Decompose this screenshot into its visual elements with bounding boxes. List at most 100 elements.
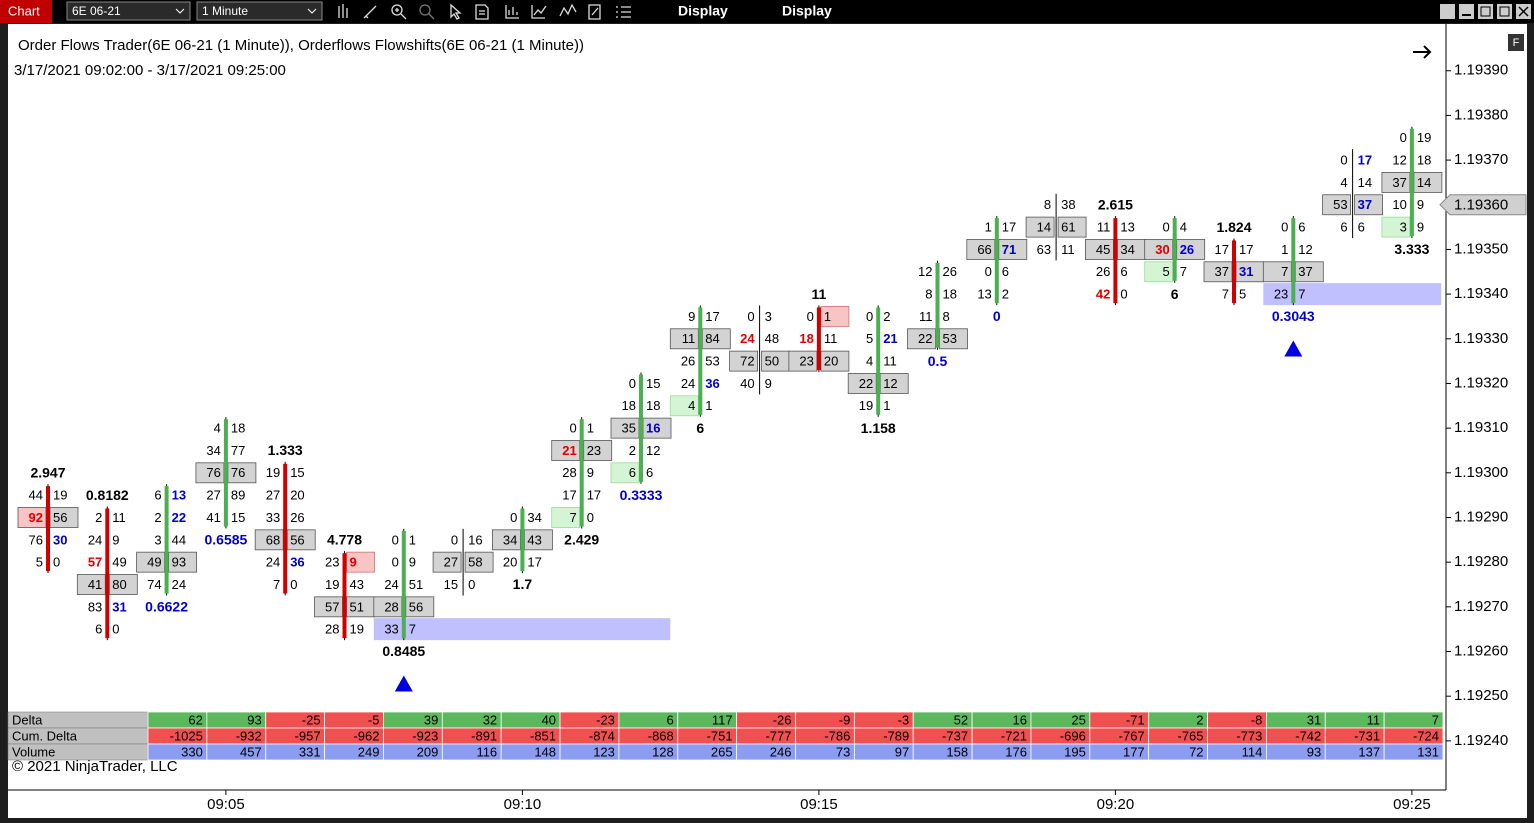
bid-volume: 76 [206, 465, 220, 480]
table-value: 52 [954, 712, 968, 727]
interval-select[interactable] [196, 1, 323, 21]
table-value: 330 [181, 744, 203, 759]
ask-volume: 0 [1120, 287, 1127, 302]
ask-volume: 7 [409, 622, 416, 637]
table-cell [1383, 743, 1444, 761]
candle [1172, 218, 1177, 281]
ask-volume: 1 [883, 398, 890, 413]
ask-volume: 18 [943, 287, 957, 302]
bid-volume: 22 [918, 331, 932, 346]
bid-volume: 4 [214, 421, 221, 436]
ask-volume: 14 [1358, 175, 1372, 190]
ask-volume: 16 [468, 532, 482, 547]
bid-volume: 92 [29, 510, 43, 525]
table-value: 40 [542, 712, 556, 727]
table-value: 32 [483, 712, 497, 727]
y-tick-label: 1.19330 [1454, 330, 1508, 347]
strategy-icon[interactable] [531, 5, 547, 19]
maximize-button[interactable] [1478, 4, 1493, 19]
ask-volume: 36 [290, 555, 304, 570]
bid-volume: 76 [29, 532, 43, 547]
y-tick-label: 1.19390 [1454, 62, 1508, 79]
ask-volume: 15 [646, 376, 660, 391]
ask-cell [464, 551, 494, 573]
draw-icon[interactable] [363, 5, 377, 19]
ask-volume: 6 [1358, 220, 1365, 235]
ask-volume: 36 [705, 376, 719, 391]
y-tick-label: 1.19300 [1454, 464, 1508, 481]
candle [401, 530, 406, 639]
table-value: -9 [839, 712, 851, 727]
table-value: 97 [895, 744, 909, 759]
menu-display[interactable]: Display [678, 3, 728, 19]
table-value: -8 [1251, 712, 1263, 727]
properties-icon[interactable] [616, 6, 631, 18]
bid-volume: 26 [1096, 264, 1110, 279]
bid-volume: 27 [444, 555, 458, 570]
instrument-select[interactable] [66, 1, 191, 21]
ask-volume: 15 [290, 465, 304, 480]
bid-cell [1322, 194, 1351, 216]
chart-subtitle: 3/17/2021 09:02:00 - 3/17/2021 09:25:00 [14, 62, 286, 79]
ask-volume: 0 [587, 510, 594, 525]
zoom-in-icon[interactable] [391, 4, 403, 16]
bid-volume: 27 [266, 488, 280, 503]
ask-volume: 37 [1358, 197, 1372, 212]
zoom-out-icon[interactable] [419, 4, 431, 16]
bid-volume: 12 [1392, 153, 1406, 168]
candle [698, 307, 703, 415]
bid-volume: 0 [510, 510, 517, 525]
ask-volume: 2 [883, 309, 890, 324]
bid-volume: 0 [807, 309, 814, 324]
panel-button[interactable] [1508, 34, 1524, 51]
restore-button[interactable] [1497, 4, 1512, 19]
bid-volume: 7 [273, 577, 280, 592]
bid-volume: 23 [1274, 287, 1288, 302]
table-value: -3 [898, 712, 910, 727]
table-value: -767 [1119, 728, 1145, 743]
bid-volume: 33 [384, 622, 398, 637]
table-row-label: Volume [12, 744, 55, 759]
ask-volume: 26 [943, 264, 957, 279]
ask-volume: 1 [705, 398, 712, 413]
menu-display[interactable]: Display [782, 3, 832, 19]
bid-volume: 6 [95, 622, 102, 637]
pointer-icon[interactable] [450, 3, 462, 20]
ask-volume: 51 [409, 577, 423, 592]
bid-volume: 3 [1400, 220, 1407, 235]
toolbar-icons [338, 3, 631, 20]
ask-volume: 22 [172, 510, 186, 525]
table-value: -923 [412, 728, 438, 743]
bars-icon[interactable] [338, 4, 348, 18]
ask-volume: 9 [112, 532, 119, 547]
table-value: 31 [1307, 712, 1321, 727]
indicators-icon[interactable] [505, 5, 519, 19]
scroll-end-arrow[interactable] [1413, 45, 1432, 59]
bid-volume: 41 [88, 577, 102, 592]
table-value: 331 [299, 744, 321, 759]
ask-volume: 77 [231, 443, 245, 458]
ask-volume: 17 [1239, 242, 1253, 257]
bid-volume: 1 [985, 220, 992, 235]
data-box-icon[interactable] [475, 4, 489, 20]
table-value: -891 [471, 728, 497, 743]
bid-volume: 0 [1400, 130, 1407, 145]
minimize-all-button[interactable] [1440, 4, 1455, 19]
signal-triangle [394, 675, 413, 692]
bar-ratio-label: 2.615 [1098, 196, 1133, 212]
ask-volume: 8 [943, 309, 950, 324]
ask-volume: 51 [350, 599, 364, 614]
ask-volume: 31 [112, 599, 126, 614]
bid-volume: 30 [1155, 242, 1169, 257]
bid-volume: 0 [629, 376, 636, 391]
bid-volume: 0 [451, 532, 458, 547]
wave-icon[interactable] [559, 3, 577, 17]
bid-volume: 24 [88, 532, 102, 547]
ask-volume: 18 [1417, 153, 1431, 168]
app-tab[interactable] [0, 0, 52, 23]
minimize-button[interactable] [1459, 4, 1474, 19]
ask-volume: 38 [1061, 197, 1075, 212]
template-icon[interactable] [588, 4, 601, 20]
table-value: 249 [358, 744, 380, 759]
